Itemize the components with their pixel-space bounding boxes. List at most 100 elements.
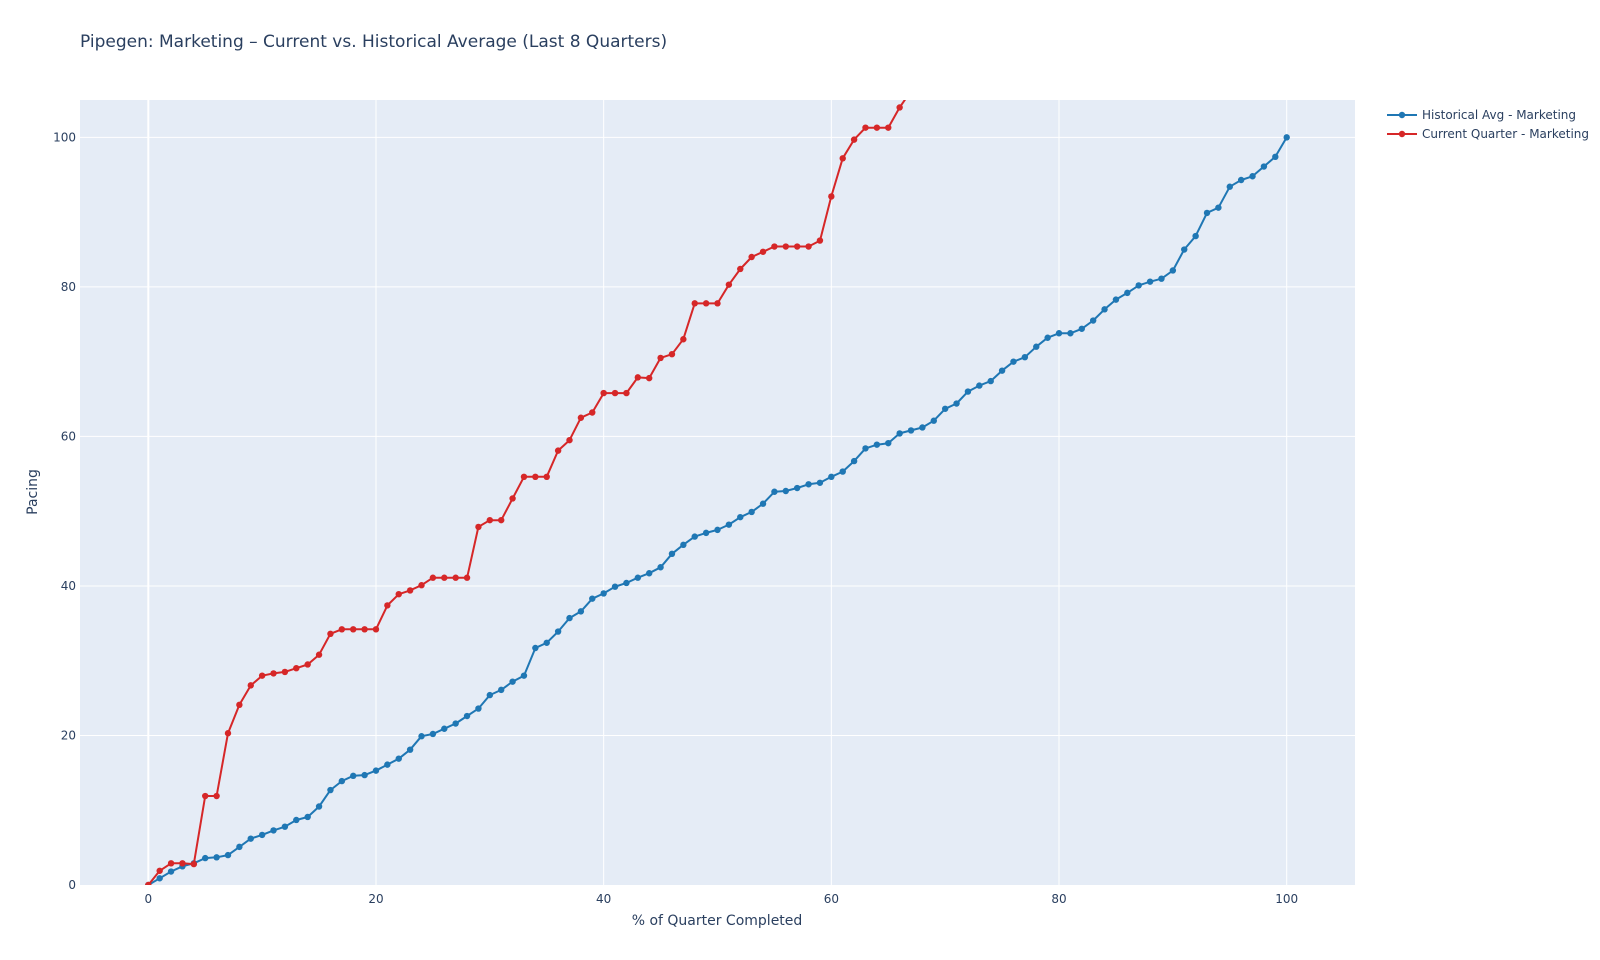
data-point[interactable] bbox=[1089, 317, 1097, 324]
data-point[interactable] bbox=[441, 574, 448, 581]
data-point[interactable] bbox=[429, 730, 437, 738]
data-point[interactable] bbox=[793, 484, 801, 492]
data-point[interactable] bbox=[873, 124, 881, 131]
data-point[interactable] bbox=[816, 479, 824, 486]
data-point[interactable] bbox=[258, 831, 266, 839]
data-point[interactable] bbox=[1283, 134, 1290, 141]
data-point[interactable] bbox=[668, 350, 676, 358]
data-point[interactable] bbox=[1135, 282, 1142, 289]
data-point[interactable] bbox=[156, 867, 163, 874]
data-point[interactable] bbox=[919, 424, 926, 431]
data-point[interactable] bbox=[566, 436, 573, 444]
data-point[interactable] bbox=[418, 733, 425, 740]
data-point[interactable] bbox=[1237, 176, 1245, 184]
data-point[interactable] bbox=[634, 574, 642, 581]
data-point[interactable] bbox=[327, 786, 334, 794]
data-point[interactable] bbox=[145, 881, 152, 888]
data-point[interactable] bbox=[850, 457, 858, 465]
data-point[interactable] bbox=[315, 803, 323, 810]
data-point[interactable] bbox=[577, 608, 585, 615]
data-point[interactable] bbox=[1272, 153, 1279, 161]
data-point[interactable] bbox=[1078, 325, 1085, 332]
data-point[interactable] bbox=[782, 487, 790, 495]
data-point[interactable] bbox=[725, 281, 733, 288]
data-point[interactable] bbox=[304, 813, 311, 821]
data-point[interactable] bbox=[270, 670, 277, 677]
data-point[interactable] bbox=[293, 664, 300, 672]
data-point[interactable] bbox=[987, 377, 994, 385]
data-point[interactable] bbox=[657, 354, 664, 362]
data-point[interactable] bbox=[1158, 275, 1165, 282]
data-point[interactable] bbox=[270, 827, 277, 834]
data-point[interactable] bbox=[350, 626, 357, 633]
data-point[interactable] bbox=[908, 88, 914, 94]
data-point[interactable] bbox=[532, 473, 539, 480]
data-point[interactable] bbox=[702, 300, 710, 307]
data-point[interactable] bbox=[543, 639, 550, 646]
data-point[interactable] bbox=[452, 720, 459, 727]
data-point[interactable] bbox=[862, 445, 869, 452]
data-point[interactable] bbox=[520, 473, 528, 480]
data-point[interactable] bbox=[293, 816, 300, 824]
data-point[interactable] bbox=[247, 835, 254, 842]
data-point[interactable] bbox=[714, 526, 721, 534]
data-point[interactable] bbox=[930, 417, 937, 424]
data-point[interactable] bbox=[1044, 334, 1051, 341]
data-point[interactable] bbox=[1067, 330, 1074, 337]
data-point[interactable] bbox=[327, 630, 334, 637]
data-point[interactable] bbox=[566, 614, 573, 622]
data-point[interactable] bbox=[441, 725, 448, 732]
data-point[interactable] bbox=[167, 860, 175, 867]
data-point[interactable] bbox=[577, 414, 585, 421]
data-point[interactable] bbox=[202, 792, 209, 800]
data-point[interactable] bbox=[611, 583, 619, 590]
data-point[interactable] bbox=[213, 792, 220, 800]
data-point[interactable] bbox=[543, 473, 550, 480]
data-point[interactable] bbox=[589, 595, 596, 602]
data-point[interactable] bbox=[680, 336, 687, 343]
data-point[interactable] bbox=[406, 746, 414, 753]
data-point[interactable] bbox=[793, 243, 801, 250]
data-point[interactable] bbox=[702, 529, 710, 537]
data-point[interactable] bbox=[1101, 306, 1108, 313]
data-point[interactable] bbox=[1010, 358, 1017, 365]
data-point[interactable] bbox=[554, 628, 562, 635]
data-point[interactable] bbox=[395, 590, 402, 598]
data-point[interactable] bbox=[350, 772, 357, 780]
data-point[interactable] bbox=[771, 243, 778, 250]
data-point[interactable] bbox=[964, 388, 972, 395]
data-point[interactable] bbox=[509, 678, 516, 685]
data-point[interactable] bbox=[668, 550, 676, 558]
data-point[interactable] bbox=[304, 661, 311, 668]
data-point[interactable] bbox=[782, 243, 790, 250]
data-point[interactable] bbox=[520, 672, 528, 679]
data-point[interactable] bbox=[156, 875, 163, 882]
data-point[interactable] bbox=[236, 843, 243, 851]
data-point[interactable] bbox=[896, 430, 903, 437]
data-point[interactable] bbox=[463, 574, 471, 581]
data-point[interactable] bbox=[281, 668, 289, 676]
data-point[interactable] bbox=[623, 579, 630, 587]
data-point[interactable] bbox=[759, 500, 767, 507]
data-point[interactable] bbox=[805, 243, 812, 250]
data-point[interactable] bbox=[167, 868, 175, 875]
data-point[interactable] bbox=[498, 686, 505, 694]
data-point[interactable] bbox=[509, 495, 516, 502]
data-point[interactable] bbox=[737, 513, 744, 521]
data-point[interactable] bbox=[1055, 330, 1063, 337]
data-point[interactable] bbox=[384, 761, 391, 768]
data-point[interactable] bbox=[907, 427, 915, 434]
data-point[interactable] bbox=[406, 587, 414, 594]
data-point[interactable] bbox=[463, 712, 471, 720]
data-point[interactable] bbox=[771, 488, 778, 495]
data-point[interactable] bbox=[589, 409, 596, 416]
data-point[interactable] bbox=[236, 701, 243, 709]
data-point[interactable] bbox=[839, 155, 846, 162]
data-point[interactable] bbox=[759, 248, 767, 255]
data-point[interactable] bbox=[737, 265, 744, 273]
data-point[interactable] bbox=[953, 400, 960, 407]
data-point[interactable] bbox=[1192, 232, 1199, 240]
data-point[interactable] bbox=[1260, 163, 1268, 170]
data-point[interactable] bbox=[338, 777, 346, 785]
data-point[interactable] bbox=[202, 854, 209, 862]
